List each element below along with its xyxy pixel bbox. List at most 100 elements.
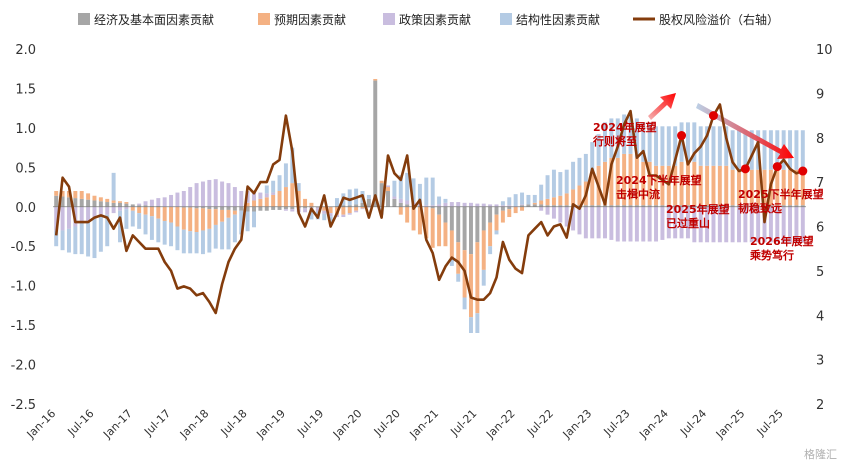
bar-expect	[507, 209, 512, 218]
y-left-tick: -0.5	[11, 240, 36, 255]
up-arrow	[648, 93, 676, 120]
y-right-tick: 5	[816, 265, 824, 280]
right-axis-ticks: 10 9 8 7 6 5 4 3 2	[816, 43, 833, 413]
bar-expect	[303, 198, 308, 207]
bar-econ	[232, 206, 237, 211]
bar-policy	[551, 206, 556, 219]
bar-policy	[111, 206, 116, 214]
bar-expect	[188, 207, 193, 232]
bar-expect	[590, 173, 595, 206]
bar-policy	[679, 206, 684, 239]
bar-expect	[456, 242, 461, 274]
bar-expect	[513, 206, 518, 214]
bar-struct	[730, 130, 735, 170]
bar-expect	[730, 169, 735, 206]
bar-expect	[111, 200, 116, 203]
bar-econ	[373, 80, 378, 207]
bar-policy	[590, 206, 595, 239]
bar-struct	[488, 246, 493, 255]
bar-expect	[258, 198, 263, 207]
bar-econ	[654, 205, 659, 207]
bar-econ	[551, 205, 556, 207]
bar-econ	[583, 205, 588, 207]
bar-expect	[169, 206, 174, 223]
bar-policy	[481, 203, 486, 207]
bar-econ	[398, 202, 403, 207]
bar-expect	[347, 206, 352, 214]
bar-expect	[698, 165, 703, 206]
bar-expect	[673, 165, 678, 206]
bar-expect	[743, 169, 748, 206]
annotation-label: 2024下半年展望	[616, 173, 702, 187]
bar-expect	[283, 187, 288, 207]
bar-expect	[615, 157, 620, 206]
bar-expect	[603, 161, 607, 206]
bar-struct	[647, 122, 652, 162]
bar-expect	[290, 183, 295, 207]
bar-econ	[768, 205, 773, 207]
bar-econ	[226, 206, 231, 210]
bar-policy	[66, 206, 71, 229]
bar-policy	[118, 206, 122, 211]
bar-policy	[443, 202, 448, 207]
bar-policy	[322, 210, 327, 214]
y-right-tick: 8	[816, 132, 824, 147]
bar-struct	[539, 184, 544, 201]
bar-econ	[271, 206, 276, 210]
bar-econ	[220, 206, 225, 210]
bar-econ	[794, 205, 799, 207]
bar-econ	[303, 206, 308, 209]
bar-expect	[532, 202, 537, 205]
bar-expect	[328, 206, 333, 214]
bar-econ	[788, 205, 793, 207]
bar-expect	[232, 210, 237, 215]
bar-struct	[271, 180, 276, 193]
bar-expect	[118, 201, 122, 203]
bar-policy	[437, 204, 442, 207]
bar-policy	[315, 207, 320, 212]
bar-expect	[781, 169, 786, 206]
bar-policy	[124, 206, 129, 210]
bar-expect	[711, 165, 716, 206]
bar-expect	[264, 197, 269, 207]
y-left-tick: 0.0	[15, 201, 36, 216]
bar-policy	[430, 205, 435, 207]
x-axis-ticks: Jan-16 Jul-16 Jan-17 Jul-17 Jan-18 Jul-18 Jan-…	[24, 407, 786, 442]
annotation-label: 2024年展望	[593, 120, 657, 134]
bar-econ	[252, 206, 256, 212]
bar-policy	[232, 187, 237, 207]
bar-struct	[609, 118, 614, 158]
bar-expect	[449, 230, 454, 259]
bar-econ	[800, 205, 805, 207]
bar-econ	[628, 205, 633, 207]
bar-econ	[258, 206, 263, 211]
bar-expect	[577, 185, 582, 206]
bar-policy	[762, 206, 767, 243]
bar-econ	[443, 206, 448, 223]
bar-expect	[494, 214, 499, 231]
bar-econ	[92, 200, 97, 207]
bar-struct	[105, 214, 110, 247]
bar-policy	[462, 202, 467, 207]
bar-econ	[277, 206, 282, 210]
bar-expect	[641, 161, 646, 206]
bar-policy	[79, 206, 84, 223]
bar-econ	[705, 205, 710, 207]
legend-swatch-2	[383, 13, 395, 25]
bar-econ	[475, 206, 480, 243]
bar-econ	[615, 205, 620, 207]
bar-econ	[449, 206, 454, 231]
annotation-marker	[740, 164, 750, 174]
bar-policy	[341, 214, 346, 218]
bar-policy	[149, 199, 154, 206]
bar-policy	[347, 213, 352, 215]
legend-label-3: 结构性因素贡献	[516, 12, 600, 27]
bar-struct	[118, 210, 122, 243]
bar-struct	[405, 172, 410, 201]
annotation-label: 2025年展望	[666, 202, 730, 216]
left-axis-ticks: 2.0 1.5 1.0 0.5 0.0 -0.5 -1.0 -1.5 -2.0 -2.5	[11, 43, 36, 413]
bar-struct	[239, 210, 244, 235]
bar-policy	[188, 187, 193, 207]
bar-policy	[98, 206, 103, 217]
